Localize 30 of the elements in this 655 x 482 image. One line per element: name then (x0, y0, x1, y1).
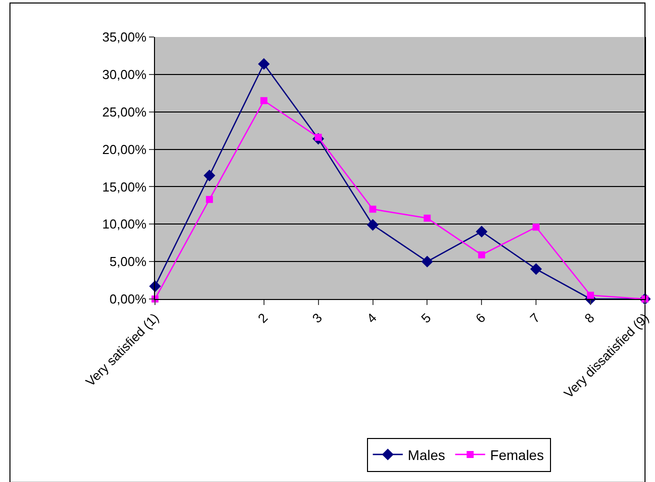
y-tick-label: 0,00% (110, 292, 147, 307)
point (476, 226, 488, 238)
x-tick-label: 3 (309, 310, 326, 326)
x-tick-label: 8 (582, 310, 598, 326)
x-tick-label: 4 (364, 310, 380, 326)
point (587, 292, 594, 299)
y-tick-label: 30,00% (102, 66, 147, 82)
point (366, 219, 379, 231)
legend-label: Males (408, 446, 446, 463)
y-tick-label: 10,00% (102, 216, 147, 232)
y-tick-label: 20,00% (102, 142, 147, 157)
point (258, 58, 270, 70)
point (260, 97, 268, 104)
point (204, 170, 216, 182)
point (206, 196, 213, 203)
x-tick-label: 2 (254, 310, 271, 326)
point (424, 214, 431, 222)
point (369, 206, 376, 213)
point (421, 256, 434, 268)
x-tick-label: 6 (472, 310, 488, 326)
point (530, 263, 542, 275)
y-tick-label: 35,00% (102, 30, 147, 45)
x-tick-label: 7 (527, 310, 543, 326)
legend-label: Females (490, 446, 544, 463)
point (478, 251, 486, 258)
x-tick-label: 5 (418, 310, 434, 326)
y-tick-label: 15,00% (102, 179, 147, 194)
y-tick-label: 5,00% (110, 254, 147, 270)
point (532, 224, 540, 231)
y-tick-label: 25,00% (102, 104, 147, 120)
